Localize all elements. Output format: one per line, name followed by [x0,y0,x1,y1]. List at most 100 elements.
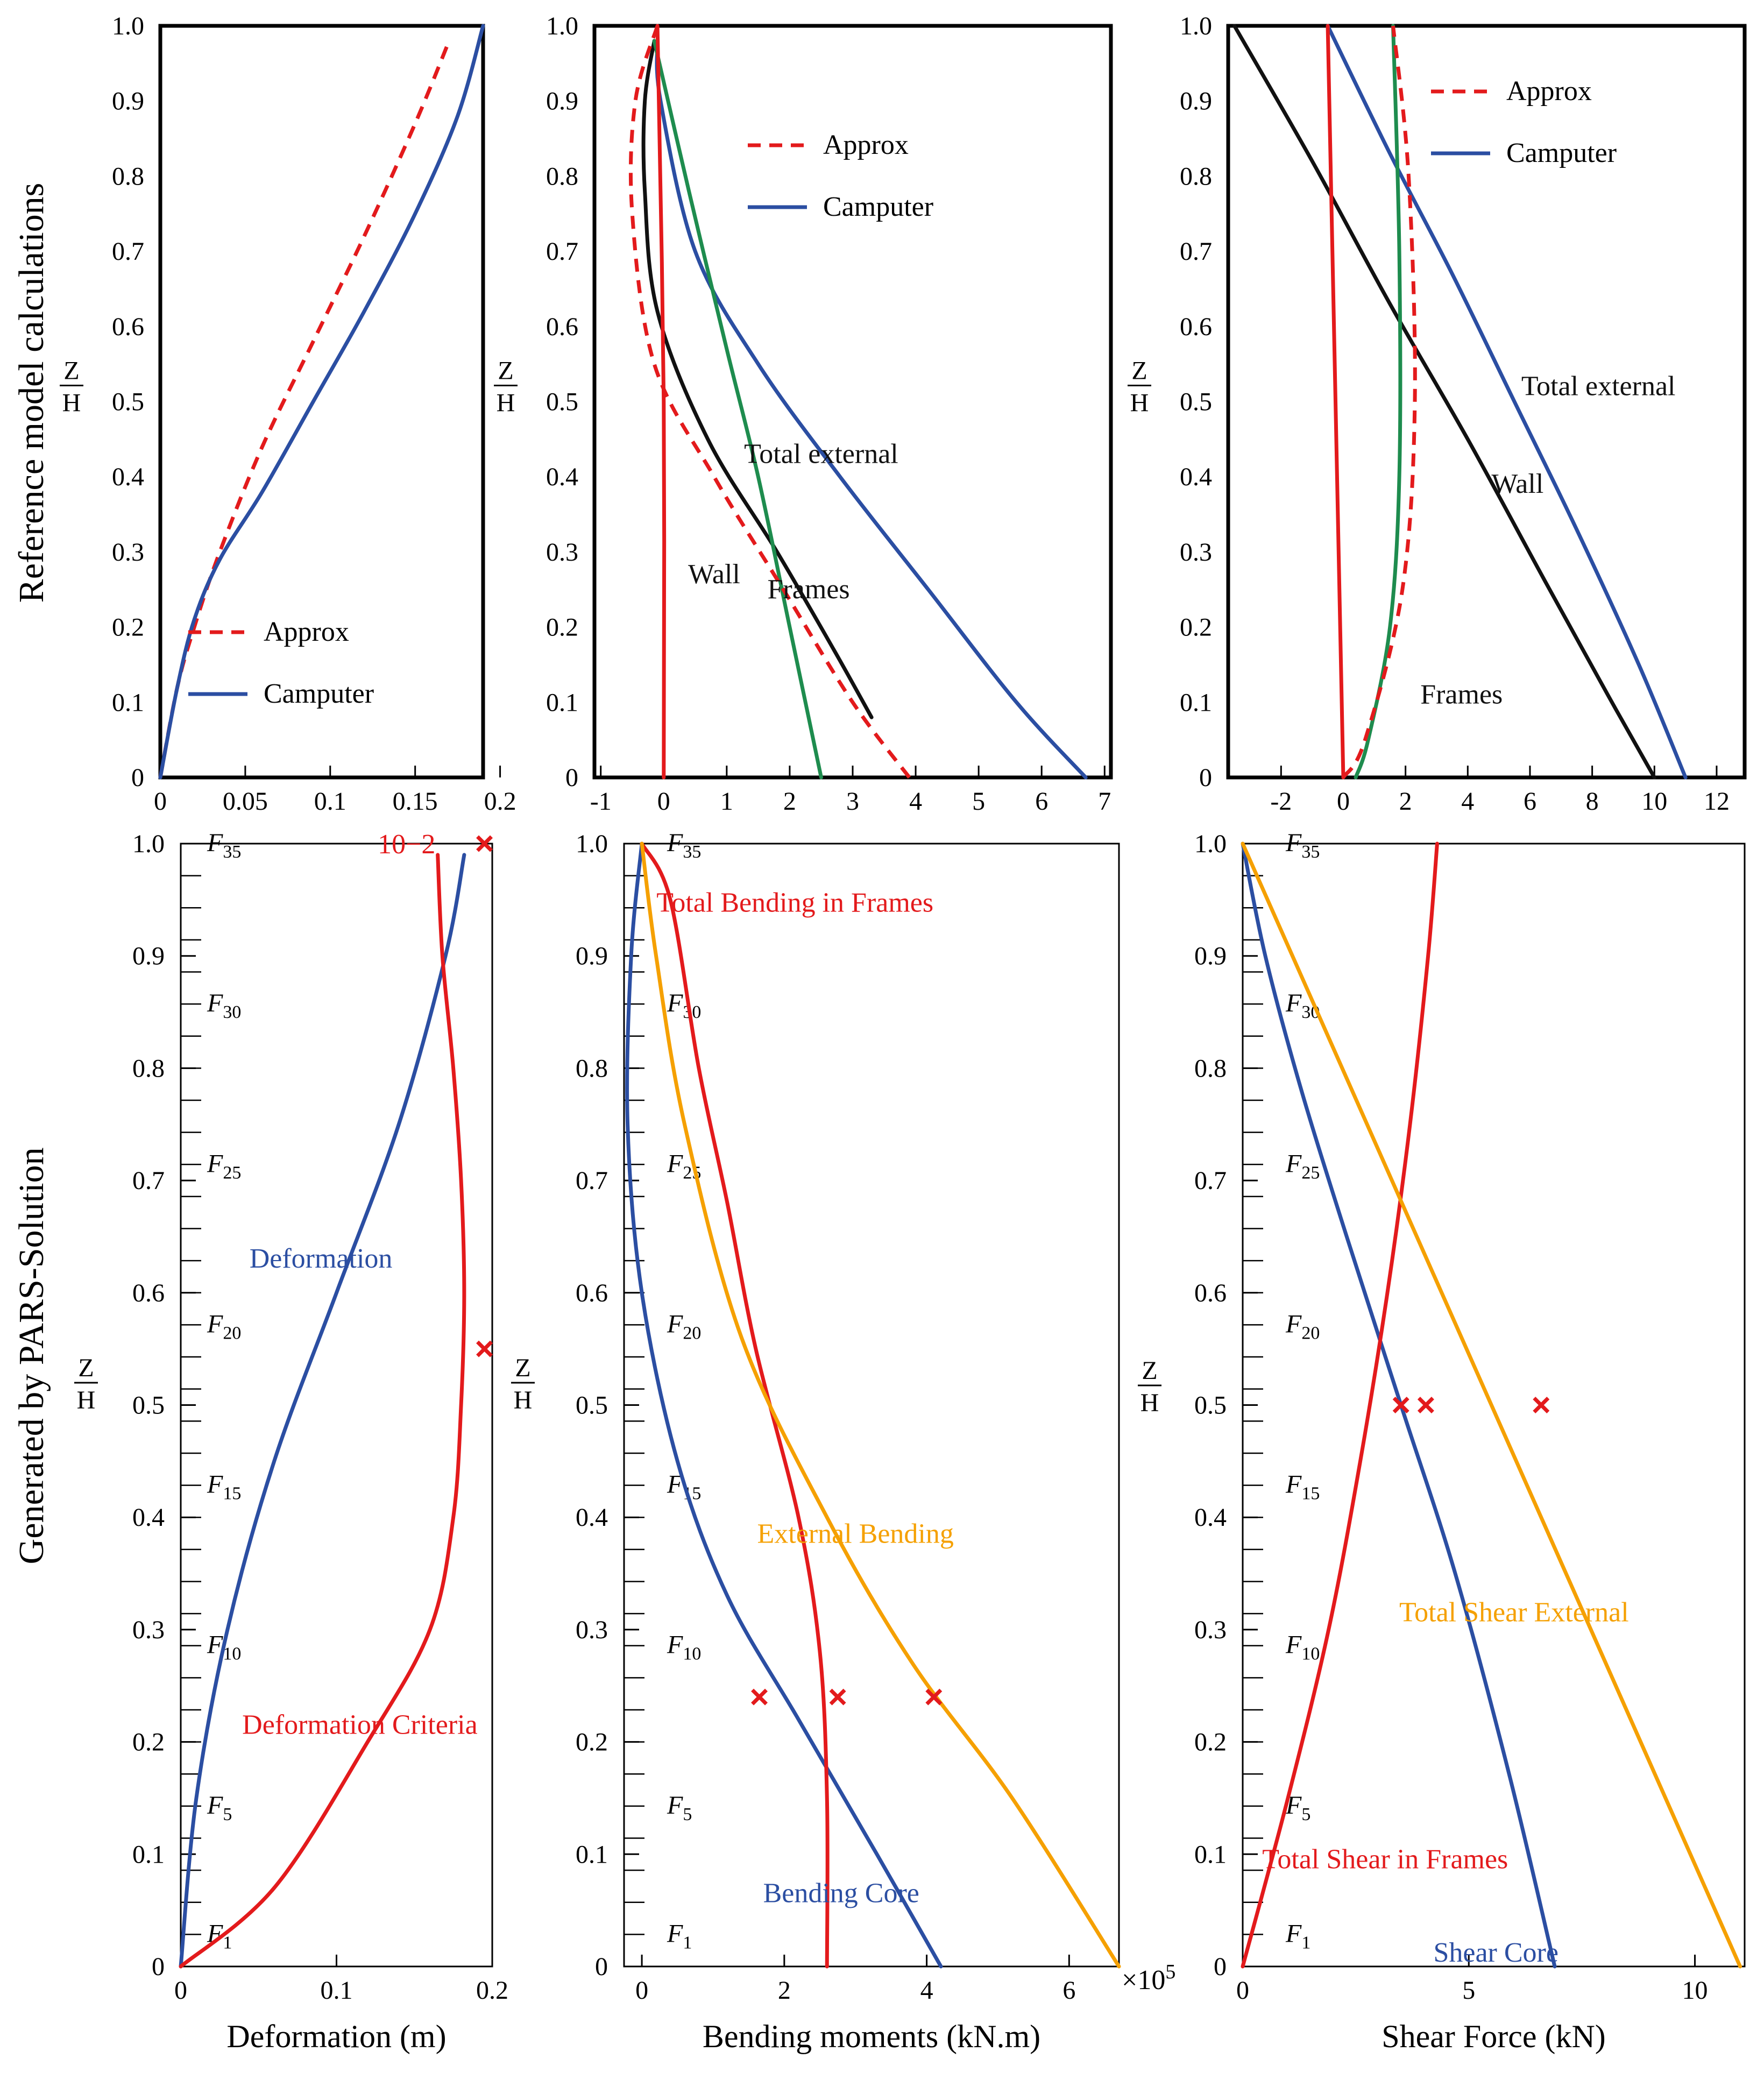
x-tick-label: 10 [1641,787,1667,816]
annotation: Total Bending in Frames [656,888,933,918]
series-total-shear-external [1241,841,1742,1969]
y-axis-title: ZH [74,1354,98,1414]
x-tick-label: -1 [590,787,612,816]
y-tick-label: 0.2 [576,1728,608,1757]
marker-cross [476,835,493,852]
series-total-external [655,39,1088,780]
y-tick-label: 0.8 [112,162,144,190]
y-tick-label: 0.3 [112,538,144,567]
y-tick-label: 0.9 [112,87,144,116]
series-deformation-criteria [179,853,466,1969]
y-tick-label: 0.5 [112,388,144,416]
x-tick-label: 6 [1062,1976,1075,2005]
x-tick-label: 0.2 [476,1976,508,2005]
fraction-numerator: Z [1131,357,1147,385]
x-tick-label: 10 [1682,1976,1708,2005]
x-tick-label: 3 [846,787,859,816]
y-tick-label: 0.4 [1194,1503,1227,1532]
x-tick-label: 5 [972,787,985,816]
y-tick-label: 0.3 [546,538,578,567]
x-tick-label: 0 [1236,1976,1249,2005]
legend-label: Approx [264,617,349,647]
chart-pars-deformation: 0 0.1 0.2 0.3 0.4 0.5 0.6 0.7 0.8 0.9 1.0 F35 F30 F25… [74,829,535,2054]
series-bending-core [625,841,943,1969]
x-tick-label: 0 [154,787,167,816]
x-axis-title: Bending moments (kN.m) [703,2019,1040,2054]
floor-label: F10 [207,1631,241,1664]
series-frames [1354,24,1402,780]
y-tick-label: 0.8 [1180,162,1212,190]
y-tick-label: 0.7 [1194,1166,1227,1195]
y-tick-label: 0.1 [576,1840,608,1869]
annotation: Frames [768,574,850,605]
y-tick-label: 0.8 [546,162,578,190]
x-axis-title: Deformation (m) [226,2019,446,2054]
series-approx-wall [1326,24,1345,780]
annotation: Deformation Criteria [242,1709,478,1740]
y-tick-label: 0.2 [1180,613,1212,642]
x-tick-label: 8 [1586,787,1599,816]
floor-label: F15 [207,1470,241,1504]
fraction-denominator: H [1130,389,1149,418]
x-tick-label: 0.2 [484,787,516,816]
series-approx-wall [628,25,911,779]
chart-ref-deformation: 0 0.1 0.2 0.3 0.4 0.5 0.6 0.7 0.8 0.9 1.0 0 0.05 0.1 0… [60,12,516,816]
series-external-bending [640,841,1121,1969]
y-tick-label: 0.2 [1194,1728,1227,1757]
fraction-denominator: H [1140,1389,1159,1417]
annotation: Total Shear in Frames [1262,1844,1508,1875]
annotation: Bending Core [763,1878,919,1908]
floor-label: F35 [667,829,701,862]
y-tick-label: 0.4 [1180,463,1212,491]
y-tick-label: 1.0 [1194,830,1227,858]
annotation: External Bending [757,1519,954,1550]
annotation: Shear Core [1433,1937,1558,1968]
y-tick-label: 0.7 [546,237,578,266]
chart-ref-shear: 0 0.1 0.2 0.3 0.4 0.5 0.6 0.7 0.8 0.9 1.0 -2 0 2 4 6 8 10… [1128,12,1747,816]
plot-frame [1226,24,1747,780]
series-wall [641,39,874,719]
y-tick-label: 0.1 [132,1840,165,1869]
y-tick-label: 0 [131,763,144,792]
marker-cross [925,1688,943,1706]
fraction-numerator: Z [1142,1356,1157,1385]
fraction-numerator: Z [515,1354,530,1382]
y-tick-label: 0 [1214,1952,1227,1981]
fraction-numerator: Z [63,357,79,385]
x-tick-label: 0.05 [223,787,268,816]
y-tick-label: 0.7 [576,1166,608,1195]
annotation: Deformation [250,1243,393,1274]
x-tick-label: 2 [783,787,796,816]
floor-label: F5 [207,1791,232,1824]
y-tick-label: 0.1 [1180,688,1212,717]
x-tick-label: 2 [1399,787,1412,816]
x-tick-label: 4 [1461,787,1474,816]
y-tick-label: 0.5 [576,1391,608,1420]
y-tick-label: 0.6 [1194,1279,1227,1307]
chart-pars-shear: 00.10.20.30.40.50.60.70.80.91.0 F35F30F25… [1138,829,1746,2054]
x-tick-label: 5 [1462,1976,1475,2005]
y-tick-label: 0.6 [1180,313,1212,341]
series-wall [1232,24,1656,780]
y-tick-label: 0 [595,1952,608,1981]
x-tick-label: 0.1 [314,787,346,816]
annotation: Total external [1521,371,1676,402]
x-tick-label: 0 [1337,787,1350,816]
annotation: Frames [1420,679,1503,710]
legend-label: Approx [823,130,909,160]
y-axis-title: ZH [1128,357,1151,418]
scale-note: 10−2 [378,829,435,860]
x-tick-label: 0.1 [321,1976,353,2005]
floor-label: F35 [207,829,241,862]
y-tick-label: 0.7 [112,237,144,266]
y-tick-label: 0.2 [132,1728,165,1757]
y-tick-label: 0.8 [1194,1054,1227,1083]
x-tick-label: 1 [720,787,733,816]
y-tick-label: 0.4 [112,463,144,491]
legend-label: Camputer [1506,138,1617,168]
annotation: Total Shear External [1399,1597,1629,1628]
y-tick-label: 1.0 [546,12,578,40]
floor-label: F30 [207,989,241,1022]
series-approx [158,40,451,778]
series-approx-frames [655,24,667,780]
